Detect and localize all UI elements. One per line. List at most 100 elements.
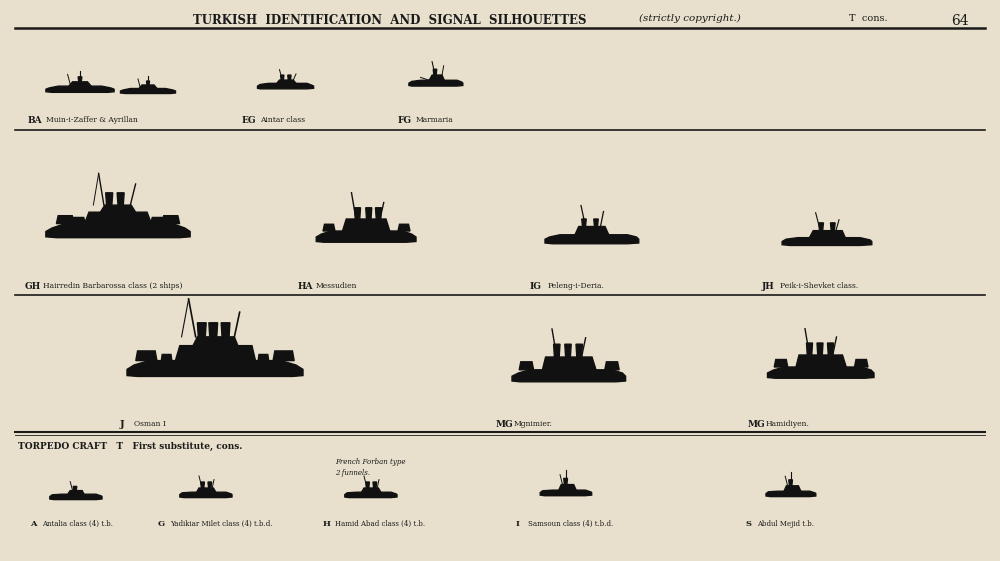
Polygon shape	[564, 479, 567, 485]
Text: TORPEDO CRAFT   T   First substitute, cons.: TORPEDO CRAFT T First substitute, cons.	[18, 442, 242, 451]
Polygon shape	[323, 224, 335, 231]
Polygon shape	[540, 490, 592, 496]
Polygon shape	[366, 208, 372, 219]
Polygon shape	[161, 355, 172, 361]
Polygon shape	[817, 343, 823, 355]
Text: I: I	[516, 520, 520, 528]
Text: Hairredin Barbarossa class (2 ships): Hairredin Barbarossa class (2 ships)	[43, 282, 182, 290]
Text: Aintar class: Aintar class	[260, 116, 305, 124]
Polygon shape	[830, 223, 835, 231]
Polygon shape	[409, 80, 463, 86]
Text: (strictly copyright.): (strictly copyright.)	[639, 14, 741, 23]
Polygon shape	[768, 367, 874, 378]
Polygon shape	[796, 355, 846, 367]
Text: BA: BA	[28, 116, 43, 125]
Polygon shape	[258, 355, 269, 361]
Polygon shape	[78, 77, 82, 82]
Text: Hamid Abad class (4) t.b.: Hamid Abad class (4) t.b.	[335, 520, 425, 528]
Polygon shape	[605, 362, 619, 370]
Polygon shape	[46, 86, 114, 93]
Text: MG: MG	[496, 420, 514, 429]
Polygon shape	[106, 193, 113, 205]
Text: S: S	[745, 520, 751, 528]
Text: MG: MG	[748, 420, 766, 429]
Text: IG: IG	[530, 282, 542, 291]
Polygon shape	[209, 323, 218, 337]
Polygon shape	[575, 227, 609, 234]
Polygon shape	[819, 223, 823, 231]
Text: J: J	[120, 420, 125, 429]
Polygon shape	[594, 219, 598, 227]
Polygon shape	[221, 323, 230, 337]
Text: G: G	[158, 520, 165, 528]
Polygon shape	[273, 351, 294, 361]
Polygon shape	[136, 351, 157, 361]
Polygon shape	[345, 492, 397, 498]
Polygon shape	[120, 89, 176, 94]
Text: Yadikiar Milet class (4) t.b.d.: Yadikiar Milet class (4) t.b.d.	[170, 520, 272, 528]
Polygon shape	[288, 75, 291, 80]
Polygon shape	[512, 370, 626, 382]
Text: Marmaria: Marmaria	[416, 116, 454, 124]
Text: T  cons.: T cons.	[849, 14, 887, 23]
Text: Osman I: Osman I	[134, 420, 166, 428]
Polygon shape	[854, 360, 868, 367]
Polygon shape	[73, 486, 77, 491]
Polygon shape	[316, 231, 416, 242]
Polygon shape	[433, 69, 437, 75]
Text: Peik-i-Shevket class.: Peik-i-Shevket class.	[780, 282, 858, 290]
Polygon shape	[828, 343, 834, 355]
Polygon shape	[782, 238, 872, 246]
Text: Abdul Mejid t.b.: Abdul Mejid t.b.	[757, 520, 814, 528]
Polygon shape	[71, 218, 85, 224]
Polygon shape	[56, 215, 74, 224]
Text: Muin-i-Zaffer & Ayrillan: Muin-i-Zaffer & Ayrillan	[46, 116, 138, 124]
Polygon shape	[208, 482, 212, 488]
Polygon shape	[806, 343, 812, 355]
Polygon shape	[139, 85, 157, 89]
Text: HA: HA	[298, 282, 314, 291]
Polygon shape	[175, 346, 255, 361]
Polygon shape	[809, 231, 845, 238]
Polygon shape	[373, 482, 377, 488]
Polygon shape	[519, 362, 534, 370]
Polygon shape	[151, 218, 165, 224]
Polygon shape	[354, 208, 360, 219]
Text: EG: EG	[242, 116, 257, 125]
Text: 64: 64	[951, 14, 969, 28]
Polygon shape	[565, 344, 571, 357]
Polygon shape	[582, 219, 586, 227]
Polygon shape	[46, 224, 190, 238]
Text: Peleng-i-Deria.: Peleng-i-Deria.	[548, 282, 605, 290]
Polygon shape	[559, 485, 576, 490]
Polygon shape	[197, 488, 216, 492]
Polygon shape	[162, 215, 180, 224]
Polygon shape	[366, 482, 369, 488]
Text: GH: GH	[25, 282, 41, 291]
Text: French Forban type
2 funnels.: French Forban type 2 funnels.	[335, 458, 406, 477]
Polygon shape	[68, 491, 84, 494]
Polygon shape	[398, 224, 410, 231]
Polygon shape	[576, 344, 582, 357]
Text: JH: JH	[762, 282, 775, 291]
Text: H: H	[323, 520, 331, 528]
Polygon shape	[789, 480, 792, 486]
Polygon shape	[197, 323, 206, 337]
Text: Samsoun class (4) t.b.d.: Samsoun class (4) t.b.d.	[528, 520, 613, 528]
Text: Mgnimier.: Mgnimier.	[514, 420, 553, 428]
Polygon shape	[117, 193, 124, 205]
Polygon shape	[85, 212, 151, 224]
Text: FG: FG	[398, 116, 412, 125]
Polygon shape	[545, 234, 639, 243]
Polygon shape	[281, 75, 284, 80]
Polygon shape	[766, 491, 816, 496]
Polygon shape	[376, 208, 382, 219]
Polygon shape	[258, 84, 314, 89]
Polygon shape	[784, 486, 801, 491]
Text: TURKISH  IDENTIFICATION  AND  SIGNAL  SILHOUETTES: TURKISH IDENTIFICATION AND SIGNAL SILHOU…	[193, 14, 587, 27]
Polygon shape	[146, 81, 150, 85]
Text: A: A	[30, 520, 36, 528]
Polygon shape	[193, 337, 238, 346]
Polygon shape	[277, 80, 296, 84]
Polygon shape	[69, 82, 91, 86]
